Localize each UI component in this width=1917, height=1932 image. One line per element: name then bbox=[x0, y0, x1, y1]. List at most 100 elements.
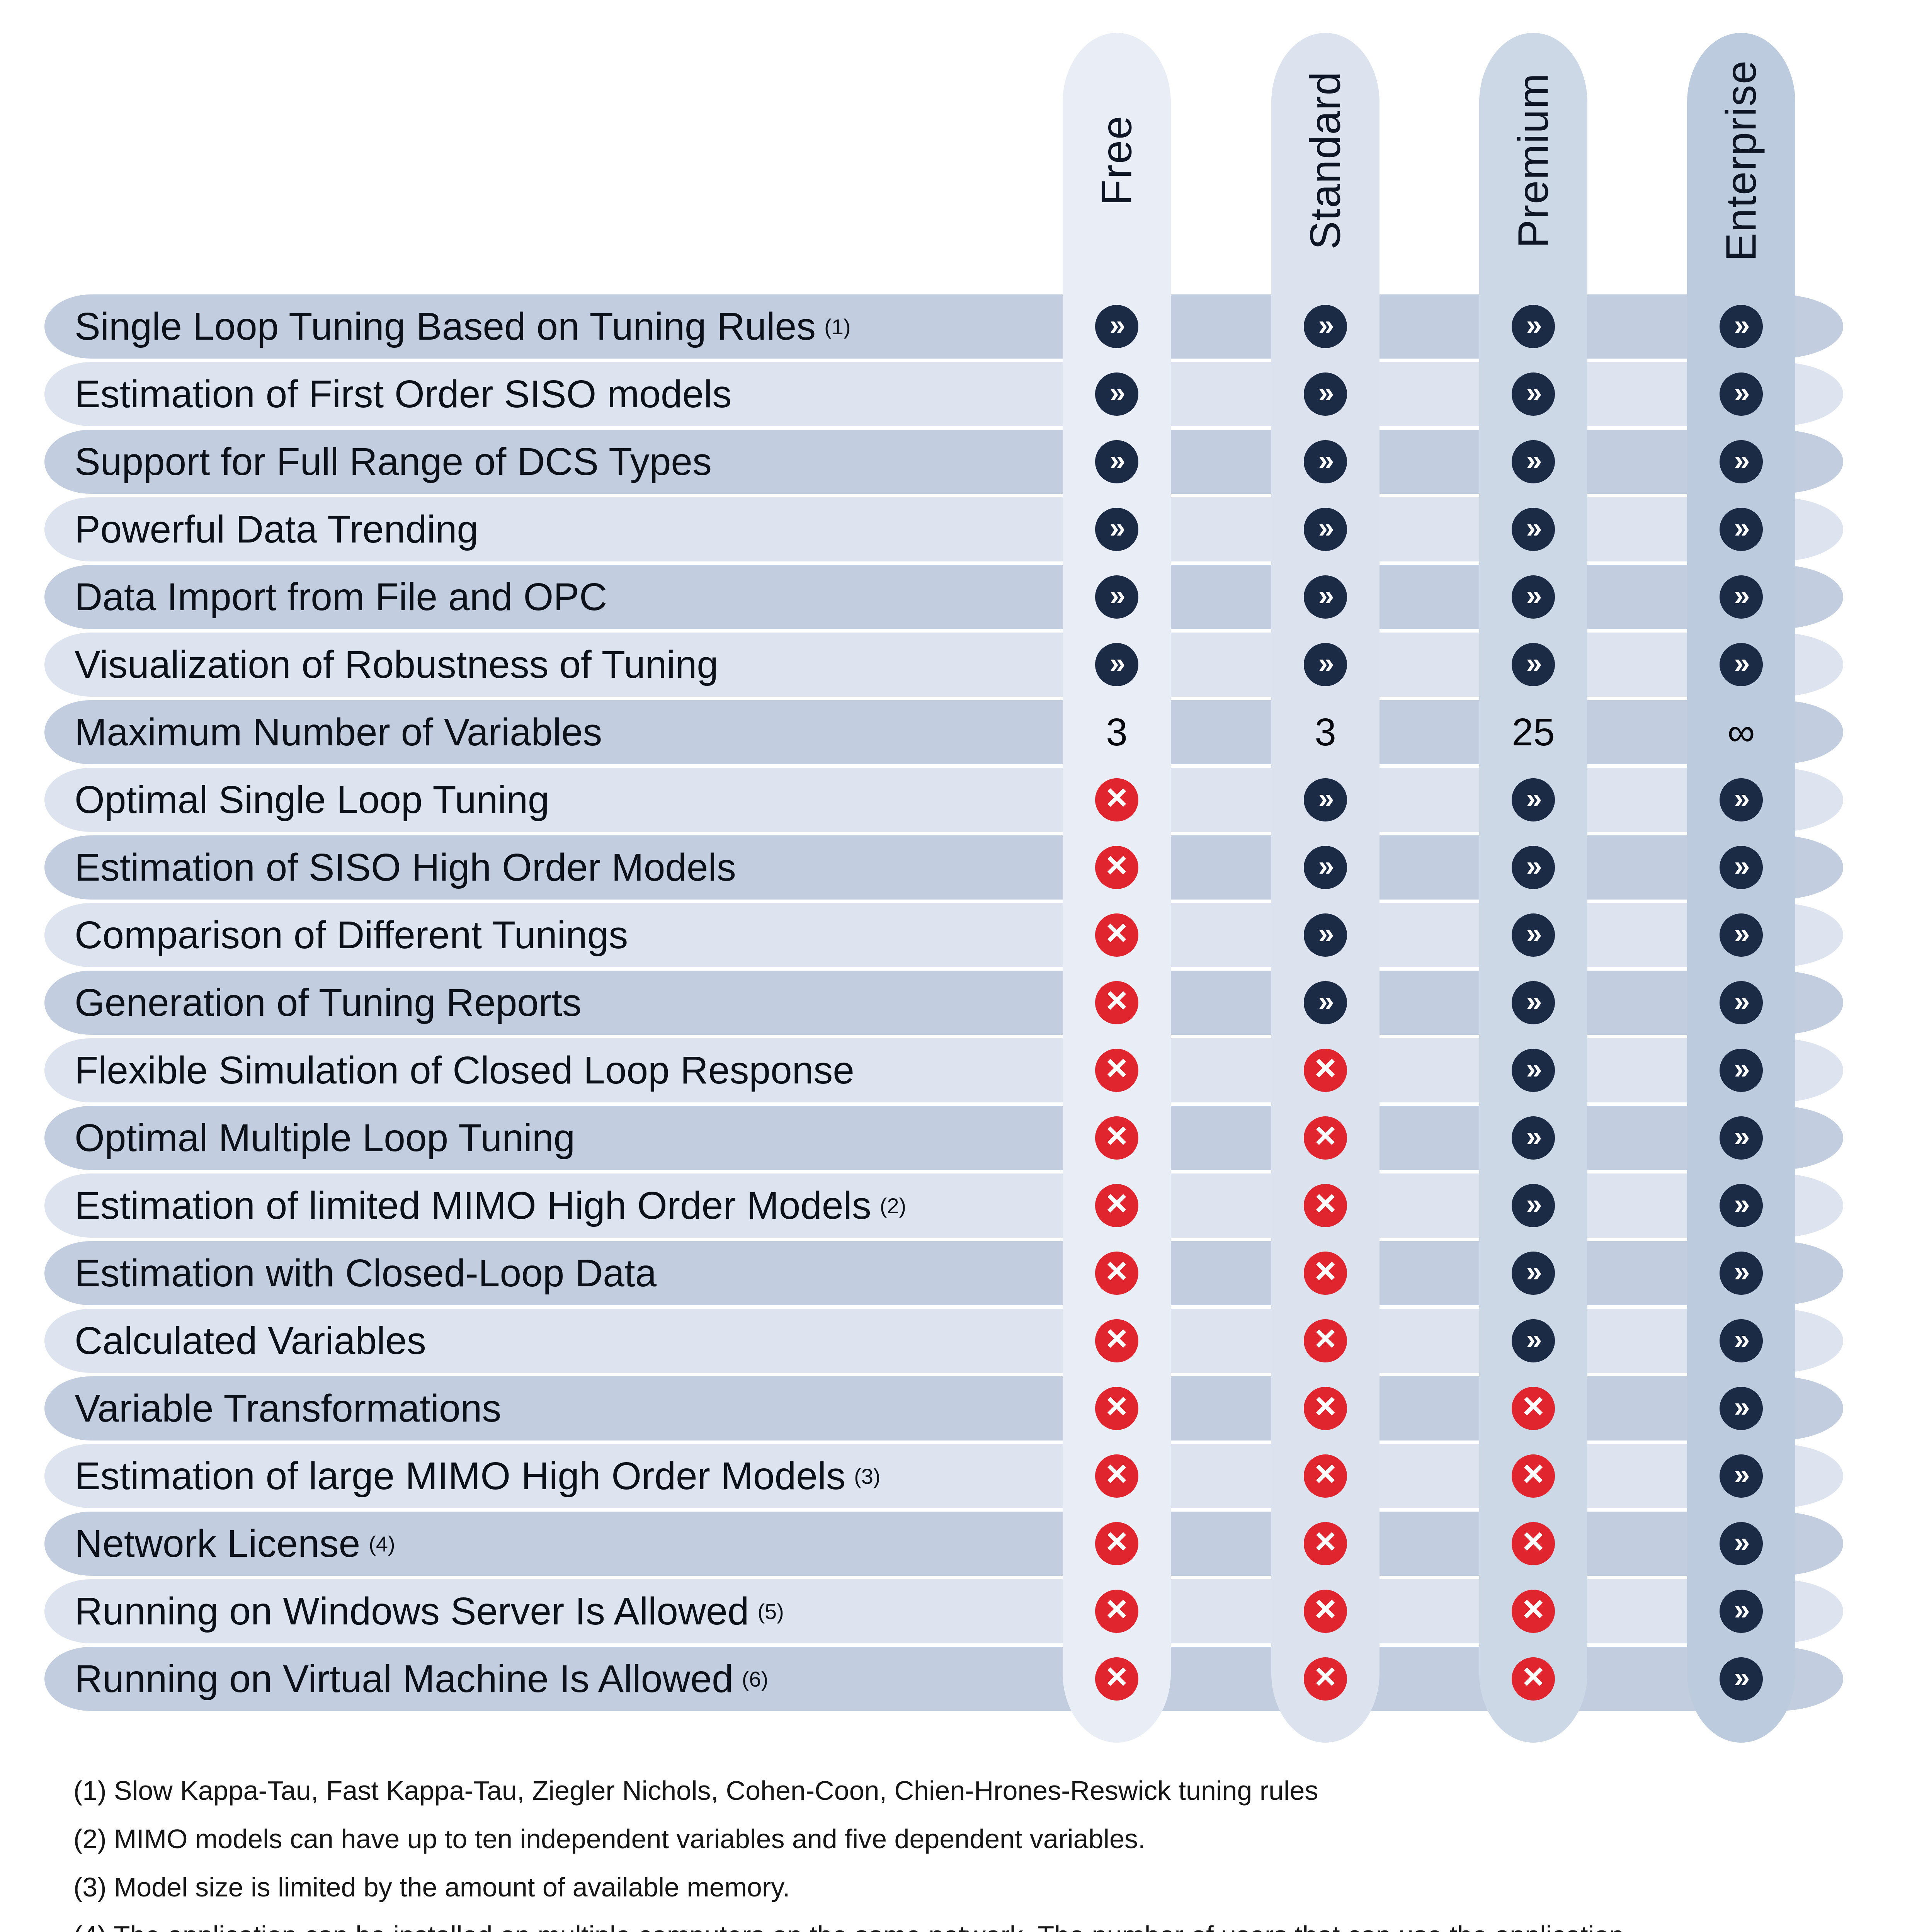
x-icon: × bbox=[1314, 1115, 1337, 1156]
double-chevron-icon: » bbox=[1526, 1323, 1542, 1355]
feature-label: Calculated Variables bbox=[75, 1309, 426, 1373]
double-chevron-icon: » bbox=[1318, 917, 1334, 949]
excluded-icon: × bbox=[1095, 1387, 1138, 1430]
feature-label: Single Loop Tuning Based on Tuning Rules… bbox=[75, 294, 851, 359]
feature-label: Variable Transformations bbox=[75, 1376, 501, 1440]
double-chevron-icon: » bbox=[1526, 985, 1542, 1017]
x-icon: × bbox=[1106, 1520, 1128, 1562]
double-chevron-icon: » bbox=[1734, 1391, 1750, 1423]
feature-label-text: Estimation of SISO High Order Models bbox=[75, 845, 736, 889]
double-chevron-icon: » bbox=[1734, 850, 1750, 882]
footnote-ref: (6) bbox=[742, 1667, 769, 1691]
included-icon: » bbox=[1512, 1252, 1555, 1295]
feature-label: Maximum Number of Variables bbox=[75, 700, 602, 764]
feature-label: Estimation of limited MIMO High Order Mo… bbox=[75, 1173, 906, 1238]
excluded-icon: × bbox=[1095, 1116, 1138, 1160]
included-icon: » bbox=[1095, 575, 1138, 619]
feature-label-text: Flexible Simulation of Closed Loop Respo… bbox=[75, 1048, 854, 1092]
double-chevron-icon: » bbox=[1734, 1323, 1750, 1355]
feature-label-text: Single Loop Tuning Based on Tuning Rules bbox=[75, 304, 816, 348]
included-icon: » bbox=[1720, 1184, 1763, 1227]
included-icon: » bbox=[1720, 1590, 1763, 1633]
excluded-icon: × bbox=[1512, 1387, 1555, 1430]
double-chevron-icon: » bbox=[1734, 1526, 1750, 1558]
footnote-line: (2) MIMO models can have up to ten indep… bbox=[73, 1824, 1146, 1854]
x-icon: × bbox=[1522, 1656, 1544, 1697]
double-chevron-icon: » bbox=[1526, 850, 1542, 882]
double-chevron-icon: » bbox=[1734, 444, 1750, 476]
value-cell: 3 bbox=[1106, 710, 1128, 754]
feature-label: Network License (4) bbox=[75, 1512, 395, 1576]
double-chevron-icon: » bbox=[1734, 1188, 1750, 1220]
included-icon: » bbox=[1720, 1049, 1763, 1092]
feature-label: Optimal Multiple Loop Tuning bbox=[75, 1106, 575, 1170]
included-icon: » bbox=[1512, 643, 1555, 686]
x-icon: × bbox=[1106, 1047, 1128, 1088]
included-icon: » bbox=[1512, 1319, 1555, 1362]
double-chevron-icon: » bbox=[1318, 985, 1334, 1017]
feature-label-text: Estimation with Closed-Loop Data bbox=[75, 1251, 657, 1295]
double-chevron-icon: » bbox=[1109, 444, 1125, 476]
feature-label-text: Calculated Variables bbox=[75, 1319, 426, 1362]
included-icon: » bbox=[1095, 372, 1138, 416]
feature-label-text: Variable Transformations bbox=[75, 1386, 502, 1430]
included-icon: » bbox=[1720, 643, 1763, 686]
double-chevron-icon: » bbox=[1526, 376, 1542, 408]
double-chevron-icon: » bbox=[1526, 1120, 1542, 1152]
x-icon: × bbox=[1314, 1656, 1337, 1697]
feature-label-text: Maximum Number of Variables bbox=[75, 710, 602, 754]
excluded-icon: × bbox=[1095, 778, 1138, 821]
included-icon: » bbox=[1720, 913, 1763, 957]
feature-label: Visualization of Robustness of Tuning bbox=[75, 633, 718, 697]
x-icon: × bbox=[1106, 1453, 1128, 1494]
feature-label-text: Data Import from File and OPC bbox=[75, 575, 607, 619]
excluded-icon: × bbox=[1095, 981, 1138, 1024]
excluded-icon: × bbox=[1095, 846, 1138, 889]
double-chevron-icon: » bbox=[1526, 647, 1542, 679]
feature-label-text: Running on Windows Server Is Allowed bbox=[75, 1589, 749, 1633]
feature-label-text: Visualization of Robustness of Tuning bbox=[75, 643, 718, 686]
double-chevron-icon: » bbox=[1318, 782, 1334, 814]
footnote-ref: (5) bbox=[757, 1599, 784, 1624]
value-cell: 25 bbox=[1512, 710, 1555, 754]
feature-label: Estimation of SISO High Order Models bbox=[75, 835, 736, 900]
included-icon: » bbox=[1512, 1184, 1555, 1227]
column-header-free: Free bbox=[1093, 115, 1141, 206]
double-chevron-icon: » bbox=[1526, 782, 1542, 814]
double-chevron-icon: » bbox=[1734, 1458, 1750, 1490]
x-icon: × bbox=[1106, 1182, 1128, 1224]
double-chevron-icon: » bbox=[1318, 309, 1334, 341]
included-icon: » bbox=[1720, 575, 1763, 619]
double-chevron-icon: » bbox=[1526, 579, 1542, 611]
double-chevron-icon: » bbox=[1734, 1255, 1750, 1287]
footnote-ref: (4) bbox=[369, 1531, 395, 1556]
included-icon: » bbox=[1720, 1116, 1763, 1160]
x-icon: × bbox=[1314, 1047, 1337, 1088]
included-icon: » bbox=[1512, 372, 1555, 416]
double-chevron-icon: » bbox=[1734, 579, 1750, 611]
footnote-ref: (3) bbox=[854, 1464, 881, 1488]
feature-label: Generation of Tuning Reports bbox=[75, 971, 582, 1035]
double-chevron-icon: » bbox=[1734, 1120, 1750, 1152]
double-chevron-icon: » bbox=[1526, 444, 1542, 476]
feature-label: Estimation of large MIMO High Order Mode… bbox=[75, 1444, 881, 1508]
feature-label: Flexible Simulation of Closed Loop Respo… bbox=[75, 1038, 854, 1102]
feature-label: Estimation with Closed-Loop Data bbox=[75, 1241, 657, 1305]
included-icon: » bbox=[1720, 981, 1763, 1024]
included-icon: » bbox=[1512, 305, 1555, 348]
excluded-icon: × bbox=[1095, 1657, 1138, 1701]
double-chevron-icon: » bbox=[1734, 1053, 1750, 1085]
included-icon: » bbox=[1304, 846, 1347, 889]
excluded-icon: × bbox=[1304, 1252, 1347, 1295]
included-icon: » bbox=[1720, 1252, 1763, 1295]
excluded-icon: × bbox=[1304, 1049, 1347, 1092]
included-icon: » bbox=[1512, 846, 1555, 889]
footnote-line: (4) The application can be installed on … bbox=[73, 1920, 1624, 1932]
double-chevron-icon: » bbox=[1734, 917, 1750, 949]
double-chevron-icon: » bbox=[1109, 647, 1125, 679]
included-icon: » bbox=[1512, 575, 1555, 619]
excluded-icon: × bbox=[1095, 1454, 1138, 1498]
excluded-icon: × bbox=[1095, 1319, 1138, 1362]
column-header-enterprise: Enterprise bbox=[1717, 60, 1765, 261]
x-icon: × bbox=[1314, 1453, 1337, 1494]
